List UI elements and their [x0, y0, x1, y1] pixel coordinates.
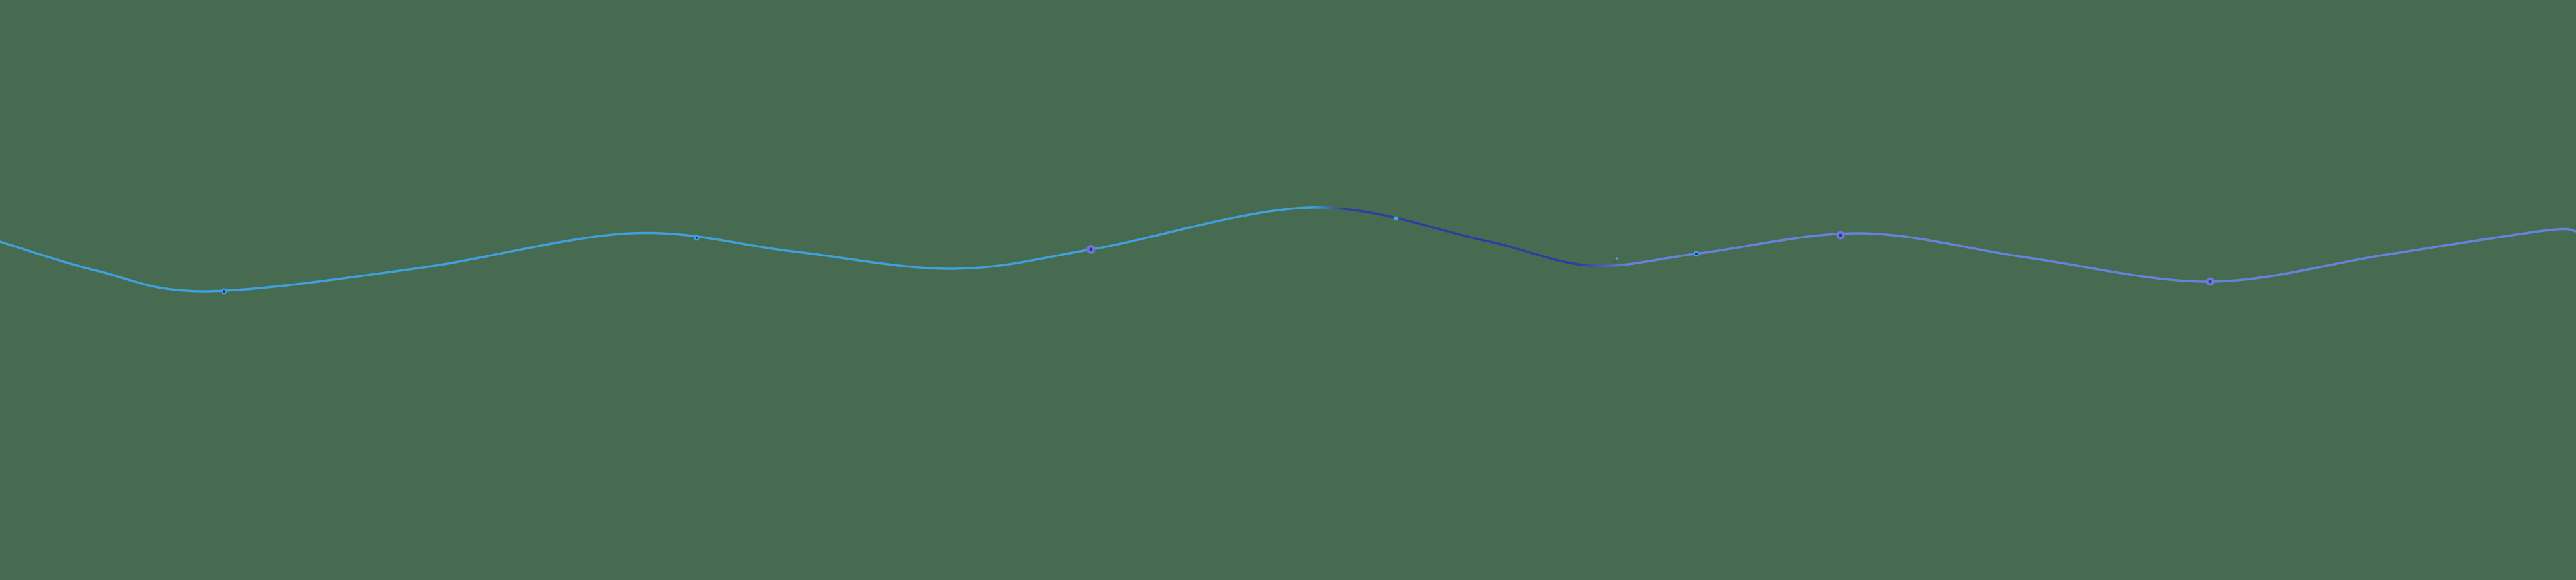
data-point-marker: [1086, 245, 1095, 254]
marker-outer-dot: [1394, 216, 1399, 221]
marker-core-dot: [696, 237, 698, 239]
stray-speck: [1613, 260, 1616, 263]
stray-specks: [1613, 257, 1618, 263]
data-point-marker: [1394, 216, 1399, 221]
data-point-marker: [221, 288, 227, 295]
wave-line-path: [0, 206, 2576, 293]
data-point-marker: [1836, 231, 1845, 240]
data-point-markers: [221, 216, 2215, 295]
marker-core-dot: [1839, 233, 1842, 237]
data-point-marker: [1693, 251, 1700, 257]
marker-core-dot: [2208, 280, 2212, 284]
data-point-marker: [694, 235, 700, 241]
marker-core-dot: [223, 290, 225, 293]
marker-core-dot: [1089, 247, 1093, 251]
stray-speck: [1616, 257, 1618, 260]
marker-core-dot: [1695, 253, 1698, 255]
data-point-marker: [2206, 277, 2215, 286]
